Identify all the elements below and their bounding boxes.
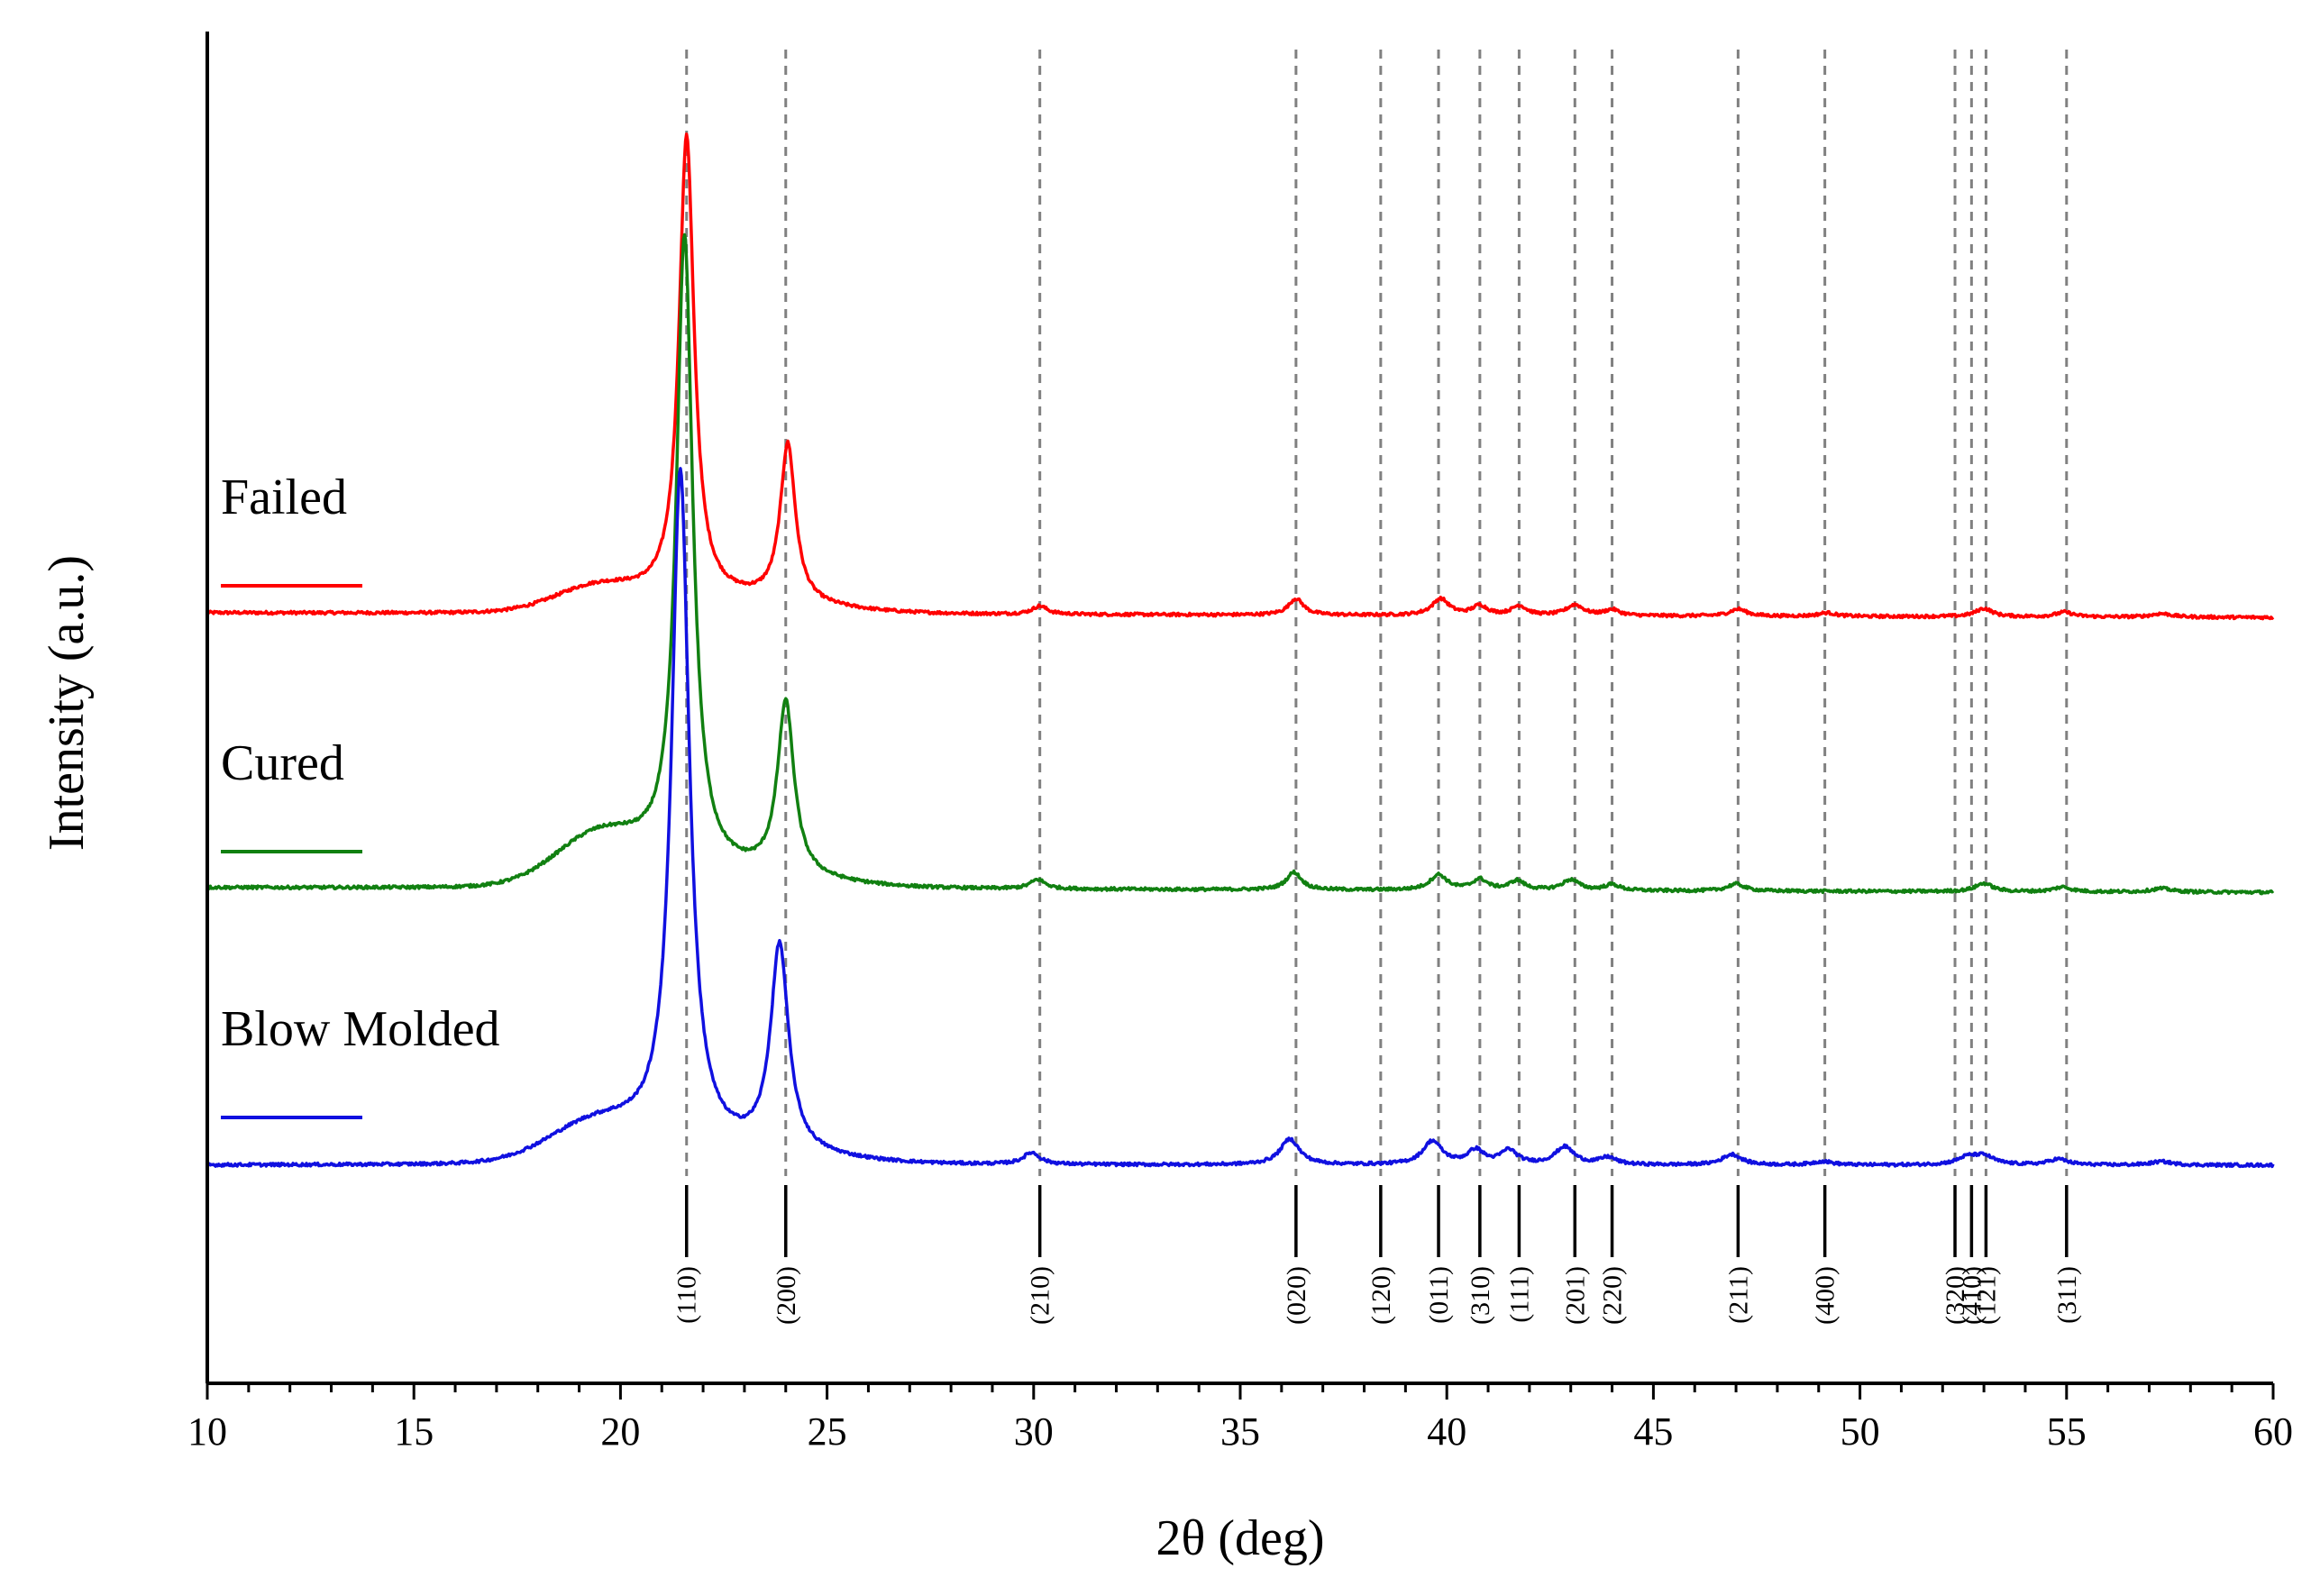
legend-label-blow-molded: Blow Molded	[221, 1001, 500, 1057]
axes	[206, 32, 2273, 1385]
x-tick-label: 10	[187, 1409, 227, 1454]
x-tick-label: 30	[1014, 1409, 1054, 1454]
legend: Failed Cured Blow Molded	[221, 470, 500, 1119]
reference-peak-label: (020)	[1282, 1266, 1311, 1325]
reference-peak-label: (410)	[1957, 1266, 1987, 1325]
x-tick-label: 55	[2047, 1409, 2087, 1454]
reference-peak-label: (110)	[672, 1266, 702, 1324]
x-tick-label: 45	[1633, 1409, 1673, 1454]
series-line-failed	[206, 132, 2275, 621]
reference-peak-label: (011)	[1424, 1266, 1454, 1324]
reference-peak-label: (320)	[1941, 1266, 1970, 1325]
series-curves	[206, 132, 2275, 1169]
x-axis-title: 2θ (deg)	[1156, 1510, 1325, 1566]
x-tick-label: 50	[1841, 1409, 1880, 1454]
legend-label-failed: Failed	[221, 470, 347, 525]
x-tick-label: 20	[600, 1409, 640, 1454]
series-line-blow-molded	[206, 467, 2275, 1169]
reference-peak-label: (211)	[1723, 1266, 1753, 1324]
x-axis-ticks: 10 15 20 25 30 35 40 45 50 55 60	[187, 1383, 2293, 1454]
reference-peak-label: (200)	[772, 1266, 801, 1325]
x-tick-label: 60	[2253, 1409, 2293, 1454]
reference-peak-label: (201)	[1560, 1266, 1590, 1325]
reference-peak-markers: (110) (200) (210) (020) (120) (011) (310) (111)…	[672, 1185, 2082, 1325]
x-tick-label: 25	[808, 1409, 847, 1454]
reference-peak-label: (111)	[1504, 1266, 1534, 1323]
legend-label-cured: Cured	[221, 735, 344, 791]
y-axis-title: Intensity (a.u.)	[39, 555, 95, 851]
reference-peak-label: (220)	[1598, 1266, 1628, 1325]
reference-peak-label: (210)	[1026, 1266, 1055, 1325]
x-tick-label: 40	[1427, 1409, 1466, 1454]
series-line-cured	[206, 233, 2275, 896]
reference-peak-label: (120)	[1366, 1266, 1396, 1325]
x-tick-label: 15	[394, 1409, 434, 1454]
reference-peak-label: (121)	[1971, 1266, 2001, 1325]
reference-peak-label: (310)	[1466, 1266, 1495, 1325]
reference-peak-label: (311)	[2052, 1266, 2082, 1324]
reference-peak-label: (400)	[1811, 1266, 1841, 1325]
x-tick-label: 35	[1220, 1409, 1260, 1454]
